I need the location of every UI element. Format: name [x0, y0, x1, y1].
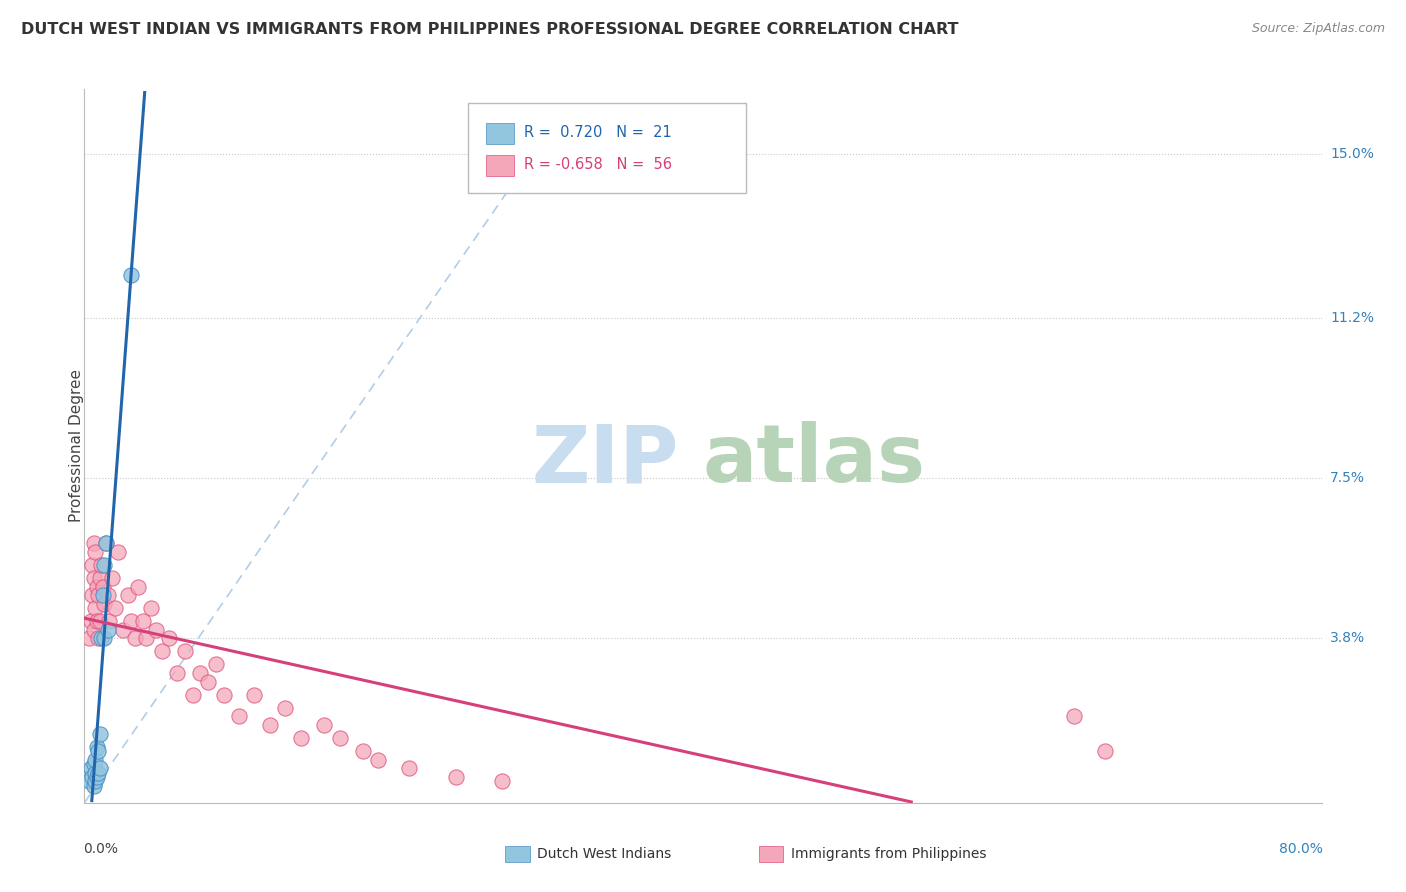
Point	[94, 536, 117, 550]
Text: Dutch West Indians: Dutch West Indians	[537, 847, 672, 861]
Point	[174, 644, 197, 658]
Text: 11.2%: 11.2%	[1330, 311, 1374, 326]
Point	[212, 688, 235, 702]
Point	[1063, 709, 1085, 723]
Point	[84, 765, 107, 780]
Point	[101, 571, 124, 585]
Point	[120, 614, 142, 628]
Bar	[505, 847, 530, 862]
Point	[89, 726, 111, 740]
Point	[83, 536, 105, 550]
Point	[84, 601, 107, 615]
Point	[107, 545, 129, 559]
Text: 0.0%: 0.0%	[83, 842, 118, 856]
Point	[145, 623, 167, 637]
Point	[1094, 744, 1116, 758]
Point	[205, 657, 228, 672]
FancyBboxPatch shape	[468, 103, 747, 193]
Point	[328, 731, 352, 745]
Text: Immigrants from Philippines: Immigrants from Philippines	[790, 847, 987, 861]
Point	[79, 761, 101, 775]
Point	[135, 632, 157, 646]
Point	[84, 545, 107, 559]
Point	[274, 700, 297, 714]
Point	[124, 632, 146, 646]
Point	[91, 588, 114, 602]
Text: 80.0%: 80.0%	[1279, 842, 1323, 856]
Point	[86, 614, 108, 628]
Point	[79, 614, 101, 628]
Text: DUTCH WEST INDIAN VS IMMIGRANTS FROM PHILIPPINES PROFESSIONAL DEGREE CORRELATION: DUTCH WEST INDIAN VS IMMIGRANTS FROM PHI…	[21, 22, 959, 37]
Point	[120, 268, 142, 282]
Point	[91, 580, 114, 594]
Point	[181, 688, 204, 702]
Point	[89, 614, 111, 628]
Point	[86, 580, 108, 594]
Point	[90, 632, 112, 646]
Point	[117, 588, 139, 602]
Point	[86, 770, 108, 784]
Point	[93, 632, 115, 646]
Point	[132, 614, 155, 628]
Point	[104, 601, 127, 615]
Point	[290, 731, 312, 745]
Point	[82, 588, 104, 602]
Point	[259, 718, 281, 732]
Point	[112, 623, 135, 637]
Point	[367, 753, 389, 767]
Point	[83, 623, 105, 637]
Point	[94, 536, 117, 550]
Text: 7.5%: 7.5%	[1330, 472, 1365, 485]
Point	[166, 666, 188, 681]
Y-axis label: Professional Degree: Professional Degree	[69, 369, 83, 523]
Bar	[486, 123, 513, 145]
Point	[96, 623, 118, 637]
Point	[77, 774, 100, 789]
Point	[127, 580, 149, 594]
Point	[87, 765, 110, 780]
Point	[84, 774, 107, 789]
Text: Source: ZipAtlas.com: Source: ZipAtlas.com	[1251, 22, 1385, 36]
Point	[93, 558, 115, 572]
Point	[86, 739, 108, 754]
Point	[98, 614, 121, 628]
Point	[188, 666, 211, 681]
Bar	[486, 155, 513, 177]
Point	[87, 744, 110, 758]
Point	[93, 597, 115, 611]
Point	[84, 753, 107, 767]
Text: R =  0.720   N =  21: R = 0.720 N = 21	[523, 125, 671, 139]
Point	[83, 756, 105, 771]
Point	[87, 632, 110, 646]
Point	[83, 779, 105, 793]
Point	[398, 761, 420, 775]
Point	[352, 744, 374, 758]
Point	[150, 644, 173, 658]
Point	[89, 571, 111, 585]
Text: 3.8%: 3.8%	[1330, 632, 1365, 646]
Point	[90, 558, 112, 572]
Point	[89, 761, 111, 775]
Point	[312, 718, 335, 732]
Point	[243, 688, 266, 702]
Point	[444, 770, 467, 784]
Text: ZIP: ZIP	[531, 421, 678, 500]
Point	[139, 601, 162, 615]
Text: 15.0%: 15.0%	[1330, 147, 1374, 161]
Point	[87, 588, 110, 602]
Point	[82, 770, 104, 784]
Bar	[759, 847, 783, 862]
Point	[82, 558, 104, 572]
Point	[197, 674, 219, 689]
Point	[77, 632, 100, 646]
Point	[83, 571, 105, 585]
Text: atlas: atlas	[703, 421, 927, 500]
Point	[491, 774, 513, 789]
Point	[228, 709, 250, 723]
Point	[96, 588, 118, 602]
Text: R = -0.658   N =  56: R = -0.658 N = 56	[523, 157, 672, 171]
Point	[159, 632, 180, 646]
